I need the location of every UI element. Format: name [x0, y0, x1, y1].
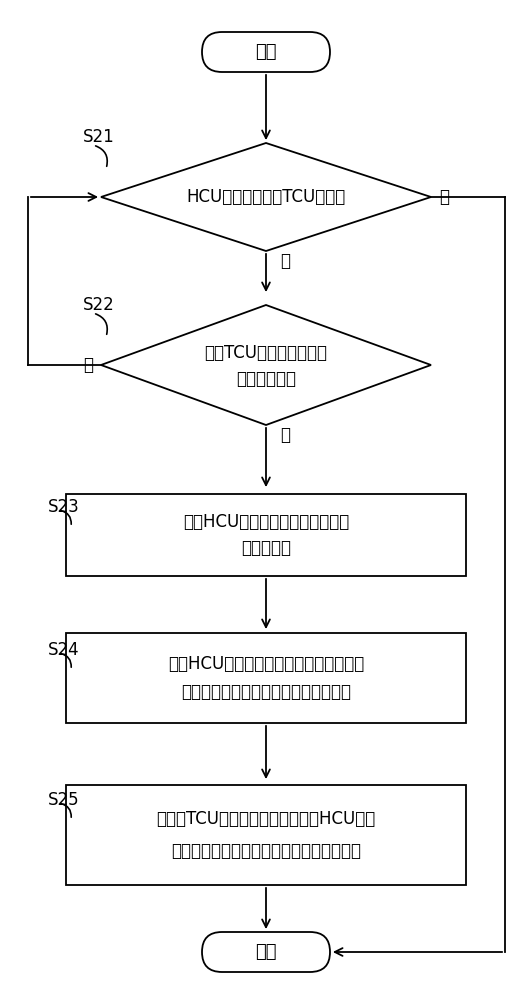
Bar: [66, 785, 466, 885]
Text: S21: S21: [83, 128, 115, 146]
Text: S25: S25: [48, 791, 80, 809]
Text: 预啮合动作？: 预啮合动作？: [236, 370, 296, 388]
Text: 否: 否: [439, 188, 449, 206]
Text: 述电机一种动力源切换回为所述多种动力源: 述电机一种动力源切换回为所述多种动力源: [171, 842, 361, 860]
Bar: [66, 633, 466, 723]
Text: 一种动力源: 一种动力源: [241, 539, 291, 557]
Text: HCU判断是否允许TCU换挡？: HCU判断是否允许TCU换挡？: [186, 188, 346, 206]
Bar: [66, 494, 466, 576]
Text: 是: 是: [280, 426, 290, 444]
Text: 当所述TCU完成换挡动作时，所述HCU将所: 当所述TCU完成换挡动作时，所述HCU将所: [156, 810, 375, 828]
Text: 所述TCU是否执行同步器: 所述TCU是否执行同步器: [204, 344, 328, 362]
Text: 结束: 结束: [255, 943, 277, 961]
Text: S22: S22: [83, 296, 115, 314]
Text: 后挡位对应的变速器输入轴的转速一致: 后挡位对应的变速器输入轴的转速一致: [181, 683, 351, 701]
Polygon shape: [101, 305, 431, 425]
Text: S24: S24: [48, 641, 80, 659]
Text: 开始: 开始: [255, 43, 277, 61]
FancyBboxPatch shape: [202, 932, 330, 972]
Polygon shape: [101, 143, 431, 251]
Text: S23: S23: [48, 498, 80, 516]
Text: 否: 否: [83, 356, 93, 374]
Text: 所述HCU将多种动力源切换为电机: 所述HCU将多种动力源切换为电机: [183, 513, 349, 531]
FancyBboxPatch shape: [202, 32, 330, 72]
Text: 所述HCU将所述电机的转速调节至与换挡: 所述HCU将所述电机的转速调节至与换挡: [168, 655, 364, 673]
Text: 是: 是: [280, 252, 290, 270]
